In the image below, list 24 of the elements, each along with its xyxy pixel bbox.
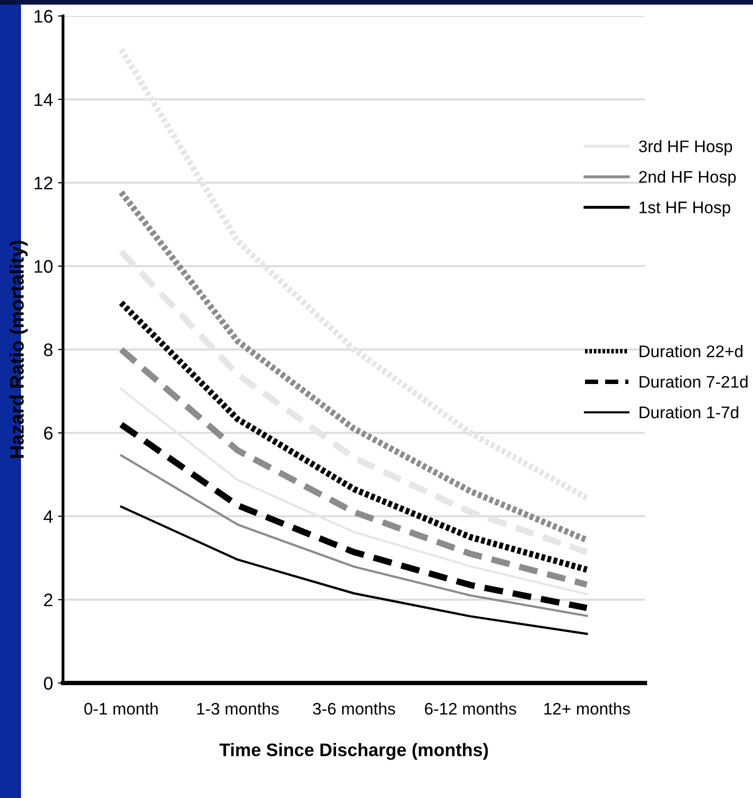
legend-label: Duration 22+d	[640, 345, 742, 358]
y-axis-title: Hazard Ratio (mortality)	[10, 240, 28, 458]
x-tick-label: 1-3 months	[197, 702, 279, 715]
x-tick-label: 6-12 months	[424, 702, 516, 715]
y-tick-label: 10	[34, 260, 53, 273]
y-tick-label: 4	[44, 510, 53, 523]
y-tick-label: 14	[34, 93, 53, 106]
annotation: Duration 1-7d	[640, 406, 738, 418]
y-tick-label: 8	[44, 343, 52, 356]
y-tick-label: 12	[34, 176, 52, 190]
y-tick-label: 0	[44, 676, 53, 690]
line-series	[120, 506, 588, 635]
line-series	[120, 454, 588, 617]
x-tick-label: 0-1 month	[84, 702, 158, 715]
legend-label: 2nd HF Hosp	[639, 170, 736, 186]
legend-label: Duration 7-21d	[640, 376, 748, 388]
y-tick-label: 6	[44, 426, 52, 440]
legend-label: 3rd HF Hosp	[638, 140, 732, 156]
y-tick-label: 16	[34, 10, 52, 23]
x-axis-title: Time Since Discharge (months)	[219, 742, 488, 760]
x-tick-label: 12+ months	[544, 702, 630, 715]
legend-label: 1st HF Hosp	[640, 202, 730, 217]
x-tick-label: 3-6 months	[312, 702, 396, 715]
y-tick-label: 2	[44, 594, 52, 606]
